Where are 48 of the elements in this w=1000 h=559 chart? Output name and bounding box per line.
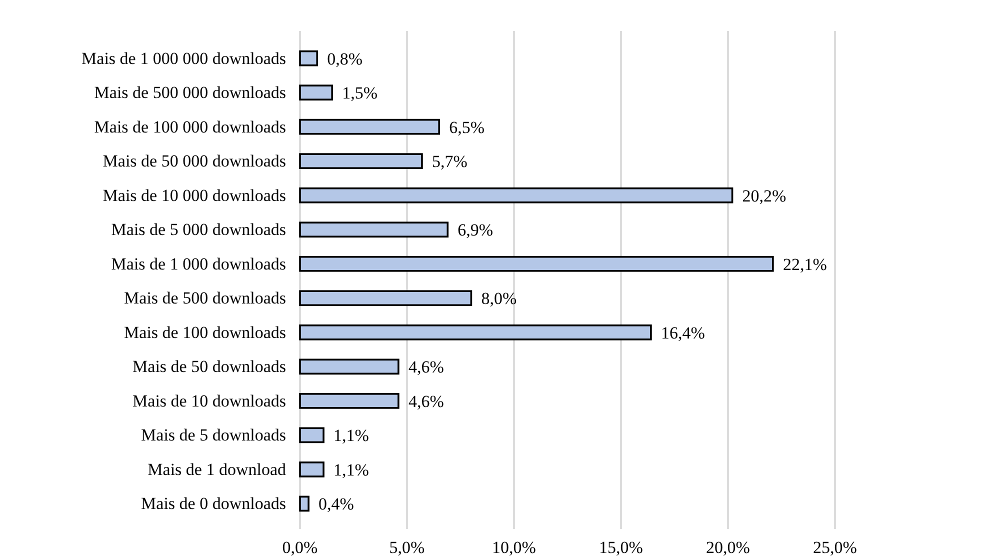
x-tick-label: 15,0%: [599, 538, 643, 558]
bar: [299, 496, 310, 512]
y-tick-label: Mais de 500 downloads: [124, 288, 286, 308]
bar: [299, 84, 333, 100]
y-tick-label: Mais de 1 000 downloads: [111, 254, 286, 274]
data-label: 4,6%: [408, 392, 444, 411]
y-tick-label: Mais de 1 000 000 downloads: [82, 48, 286, 68]
data-label: 1,5%: [342, 84, 378, 103]
y-tick-label: Mais de 500 000 downloads: [94, 83, 286, 102]
x-tick-label: 5,0%: [389, 538, 425, 558]
bar: [299, 324, 652, 340]
data-label: 0,4%: [318, 494, 354, 514]
bar: [299, 462, 324, 478]
data-label: 4,6%: [408, 358, 444, 377]
bar: [299, 358, 400, 375]
bar: [299, 118, 440, 135]
data-label: 1,1%: [334, 460, 369, 480]
y-tick-label: Mais de 50 downloads: [132, 357, 286, 376]
data-label: 0,8%: [327, 49, 363, 68]
y-tick-label: Mais de 10 downloads: [132, 391, 286, 410]
y-tick-label: Mais de 10 000 downloads: [102, 186, 286, 205]
x-tick-label: 20,0%: [706, 538, 750, 558]
y-tick-label: Mais de 5 downloads: [141, 426, 286, 445]
y-tick-label: Mais de 50 000 downloads: [102, 152, 286, 171]
y-tick-label: Mais de 100 000 downloads: [94, 117, 286, 136]
data-label: 1,1%: [334, 426, 369, 446]
data-label: 8,0%: [481, 289, 517, 308]
data-label: 6,9%: [458, 220, 494, 240]
bar: [299, 256, 774, 272]
data-label: 16,4%: [660, 323, 705, 342]
data-label: 22,1%: [782, 254, 827, 274]
bar: [299, 392, 400, 409]
bar: [299, 50, 318, 66]
bar: [299, 427, 324, 444]
y-tick-label: Mais de 100 downloads: [124, 322, 286, 342]
x-tick-label: 25,0%: [813, 538, 857, 558]
x-tick-label: 10,0%: [492, 538, 536, 558]
data-label: 20,2%: [742, 186, 786, 206]
y-tick-label: Mais de 5 000 downloads: [111, 220, 286, 240]
data-label: 5,7%: [432, 152, 468, 172]
bar: [299, 222, 449, 238]
y-tick-label: Mais de 1 download: [148, 460, 286, 479]
y-tick-label: Mais de 0 downloads: [141, 494, 286, 514]
bar: [299, 153, 423, 170]
data-label: 6,5%: [449, 118, 485, 137]
x-tick-label: 0,0%: [282, 538, 318, 558]
bar: [299, 290, 472, 306]
bar: [299, 187, 734, 204]
